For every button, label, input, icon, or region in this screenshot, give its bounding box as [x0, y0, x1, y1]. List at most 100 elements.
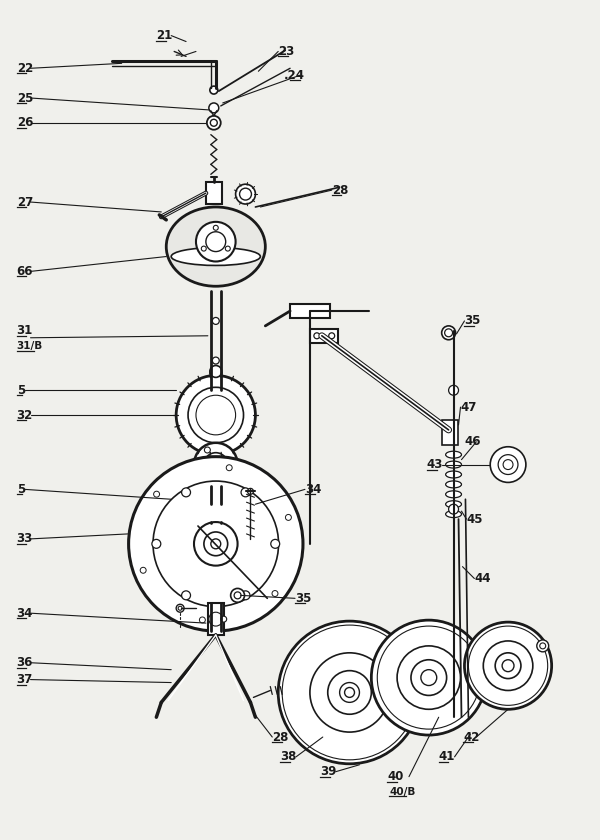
Circle shape — [211, 509, 221, 519]
Circle shape — [196, 396, 236, 435]
Text: 31: 31 — [17, 324, 33, 338]
Ellipse shape — [446, 471, 461, 478]
Circle shape — [234, 592, 241, 599]
Circle shape — [287, 630, 412, 755]
Circle shape — [226, 465, 232, 470]
Circle shape — [310, 653, 389, 732]
Circle shape — [194, 443, 238, 486]
Circle shape — [282, 625, 417, 760]
Text: 26: 26 — [17, 116, 33, 129]
Text: 39: 39 — [320, 765, 336, 778]
Circle shape — [344, 687, 355, 697]
Circle shape — [469, 626, 548, 706]
Circle shape — [502, 659, 514, 672]
Circle shape — [205, 476, 211, 482]
Text: 42: 42 — [463, 731, 480, 743]
Text: 22: 22 — [17, 62, 33, 75]
Circle shape — [211, 459, 221, 470]
Text: 27: 27 — [17, 196, 33, 208]
Circle shape — [152, 539, 161, 549]
Text: 25: 25 — [17, 92, 33, 104]
Circle shape — [271, 539, 280, 549]
Text: 37: 37 — [17, 673, 33, 686]
Circle shape — [209, 612, 223, 626]
Circle shape — [449, 386, 458, 396]
Text: 44: 44 — [475, 572, 491, 585]
Circle shape — [384, 633, 473, 722]
Circle shape — [201, 246, 206, 251]
Circle shape — [537, 640, 548, 652]
Circle shape — [196, 222, 236, 261]
Circle shape — [176, 375, 256, 454]
Circle shape — [272, 591, 278, 596]
Text: 34: 34 — [305, 483, 322, 496]
Circle shape — [205, 447, 211, 453]
Ellipse shape — [446, 511, 461, 517]
Circle shape — [221, 617, 227, 622]
Circle shape — [239, 188, 251, 200]
Circle shape — [340, 683, 359, 702]
Circle shape — [207, 505, 225, 523]
Bar — [290, 304, 330, 318]
Circle shape — [421, 669, 437, 685]
Text: 36: 36 — [17, 656, 33, 669]
Circle shape — [176, 604, 184, 612]
Text: 40/B: 40/B — [389, 786, 416, 796]
Circle shape — [445, 328, 452, 337]
Circle shape — [292, 635, 407, 750]
Circle shape — [230, 462, 236, 468]
Circle shape — [212, 318, 219, 324]
Circle shape — [194, 522, 238, 565]
Text: 5: 5 — [17, 483, 25, 496]
Text: 46: 46 — [464, 435, 481, 449]
Circle shape — [247, 488, 253, 494]
Text: 32: 32 — [17, 408, 33, 422]
Circle shape — [278, 621, 421, 764]
Circle shape — [230, 589, 245, 602]
Circle shape — [449, 504, 458, 514]
Circle shape — [209, 103, 219, 113]
Circle shape — [397, 646, 461, 709]
Text: 28: 28 — [272, 731, 289, 743]
Text: 41: 41 — [439, 750, 455, 764]
Circle shape — [328, 670, 371, 714]
Text: 35: 35 — [464, 314, 481, 328]
Text: 5: 5 — [17, 384, 25, 396]
Text: 34: 34 — [17, 606, 33, 620]
Text: 21: 21 — [157, 29, 173, 42]
Ellipse shape — [446, 461, 461, 468]
Circle shape — [329, 333, 335, 339]
Circle shape — [182, 591, 191, 600]
Circle shape — [498, 454, 518, 475]
Ellipse shape — [446, 501, 461, 507]
Text: 33: 33 — [17, 533, 33, 545]
Circle shape — [314, 333, 320, 339]
Circle shape — [206, 232, 226, 251]
Bar — [442, 420, 458, 444]
Text: 47: 47 — [461, 401, 477, 413]
Text: 45: 45 — [466, 512, 483, 526]
Circle shape — [211, 539, 221, 549]
Text: 31/B: 31/B — [17, 341, 43, 350]
Circle shape — [204, 532, 227, 556]
Bar — [310, 328, 338, 343]
Circle shape — [204, 403, 227, 427]
Circle shape — [128, 457, 303, 631]
Bar — [208, 603, 224, 635]
Circle shape — [411, 659, 446, 696]
Circle shape — [140, 567, 146, 573]
Circle shape — [178, 606, 182, 610]
Text: 43: 43 — [427, 458, 443, 471]
Circle shape — [495, 653, 521, 679]
Text: 40: 40 — [387, 770, 404, 783]
Circle shape — [153, 481, 278, 606]
Text: 23: 23 — [278, 45, 295, 58]
Circle shape — [540, 643, 546, 648]
Circle shape — [483, 641, 533, 690]
Circle shape — [188, 387, 244, 443]
Circle shape — [371, 620, 486, 735]
Text: 28: 28 — [332, 184, 348, 197]
Text: .24: .24 — [284, 69, 305, 81]
Ellipse shape — [166, 207, 265, 286]
Ellipse shape — [446, 481, 461, 488]
